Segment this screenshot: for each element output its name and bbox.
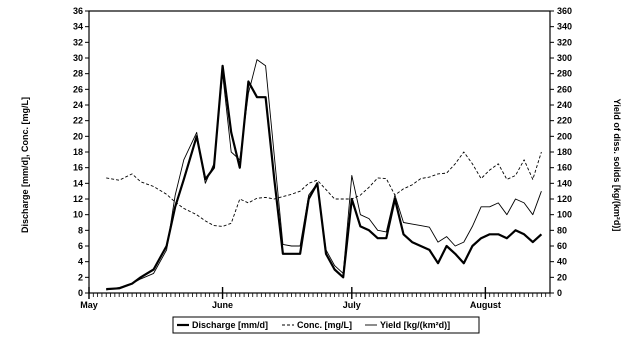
left-tick-label: 14: [73, 178, 83, 188]
left-tick-label: 24: [73, 100, 83, 110]
right-tick-label: 60: [557, 241, 567, 251]
right-tick-label: 180: [557, 147, 572, 157]
left-tick-label: 8: [78, 225, 83, 235]
right-tick-label: 260: [557, 84, 572, 94]
plot-border: [88, 10, 551, 294]
x-tick-label: August: [470, 300, 501, 310]
right-tick-label: 200: [557, 131, 572, 141]
plot-frame: [88, 10, 551, 294]
right-axis-title: Yield of diss. solids [kg/(km²d)]: [612, 99, 622, 232]
right-tick-label: 340: [557, 22, 572, 32]
x-tick-label: July: [343, 300, 361, 310]
left-tick-label: 16: [73, 163, 83, 173]
left-tick-label: 26: [73, 84, 83, 94]
right-tick-label: 300: [557, 53, 572, 63]
series-line-3: [106, 59, 542, 291]
left-tick-label: 34: [73, 22, 83, 32]
legend-label-3: Yield [kg/(km²d)]: [380, 320, 450, 330]
right-tick-label: 0: [557, 288, 562, 298]
left-tick-label: 18: [73, 147, 83, 157]
right-axis-ticks: 0 20 40 60 80 100 120 140 160 180 200 220 240 260 280 3…: [550, 6, 572, 298]
x-axis-ticks: May June July August: [80, 287, 551, 310]
left-tick-label: 4: [78, 257, 83, 267]
right-tick-label: 120: [557, 194, 572, 204]
legend-box: [172, 316, 480, 334]
right-tick-label: 40: [557, 257, 567, 267]
left-tick-label: 36: [73, 6, 83, 16]
left-tick-label: 30: [73, 53, 83, 63]
right-tick-label: 280: [557, 69, 572, 79]
series-line-2: [106, 151, 542, 227]
right-tick-label: 20: [557, 272, 567, 282]
series-layer: [106, 59, 543, 291]
x-tick-label: June: [212, 300, 233, 310]
legend: Discharge [mm/d] Conc. [mg/L] Yield [kg/(k…: [172, 316, 480, 334]
right-tick-label: 160: [557, 163, 572, 173]
legend-label-1: Discharge [mm/d]: [192, 320, 268, 330]
series-line-1: [106, 64, 543, 291]
left-tick-label: 28: [73, 69, 83, 79]
right-tick-label: 360: [557, 6, 572, 16]
left-tick-label: 0: [78, 288, 83, 298]
left-tick-label: 12: [73, 194, 83, 204]
left-tick-label: 10: [73, 210, 83, 220]
right-tick-label: 320: [557, 37, 572, 47]
right-tick-label: 240: [557, 100, 572, 110]
x-tick-label: May: [80, 300, 98, 310]
left-tick-label: 32: [73, 37, 83, 47]
left-axis-title: Discharge [mm/d], Conc. [mg/L]: [20, 97, 30, 233]
left-tick-label: 2: [78, 272, 83, 282]
right-tick-label: 140: [557, 178, 572, 188]
left-tick-label: 6: [78, 241, 83, 251]
right-tick-label: 220: [557, 116, 572, 126]
left-tick-label: 22: [73, 116, 83, 126]
left-tick-label: 20: [73, 131, 83, 141]
legend-label-2: Conc. [mg/L]: [297, 320, 352, 330]
right-tick-label: 80: [557, 225, 567, 235]
right-tick-label: 100: [557, 210, 572, 220]
